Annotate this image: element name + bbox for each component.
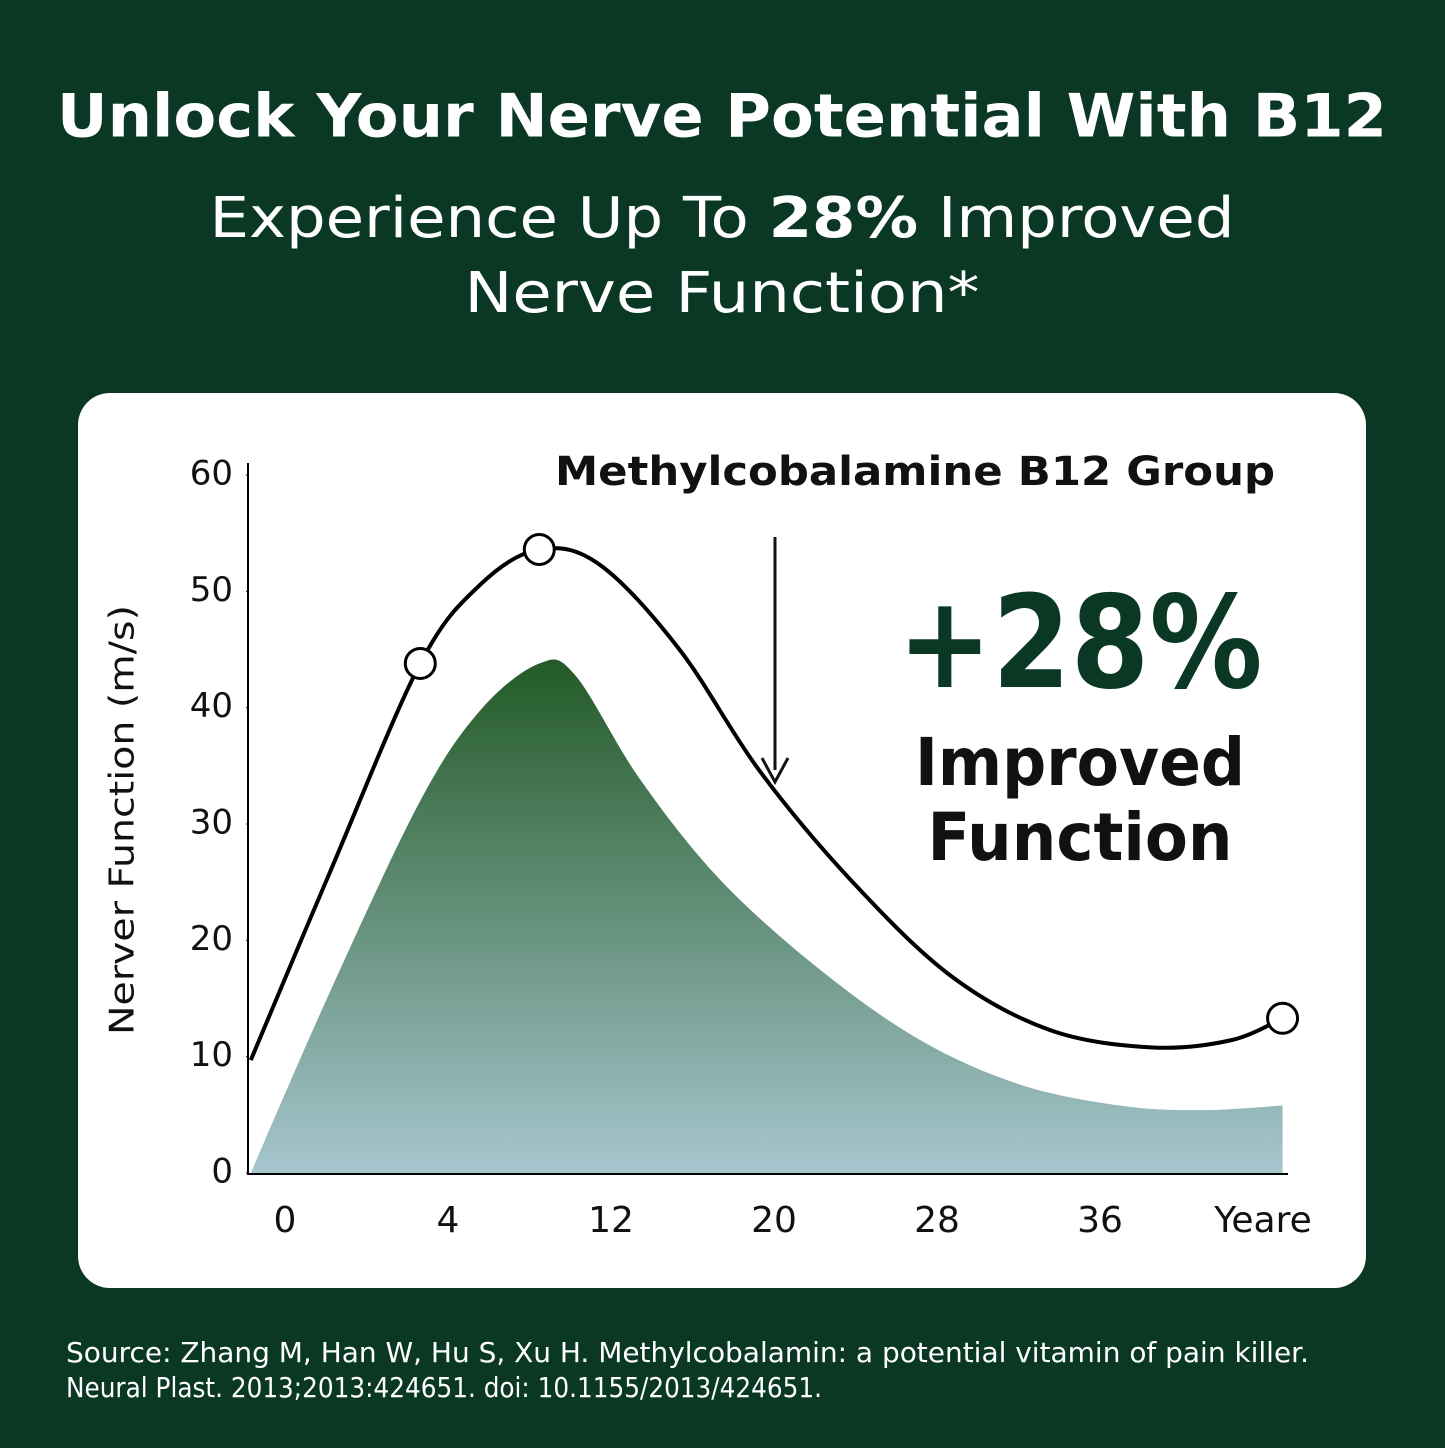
y-tick-label: 40 <box>190 686 233 726</box>
x-tick-label: 0 <box>274 1200 297 1241</box>
line <box>248 546 1284 1061</box>
big-annotation: +28% <box>898 569 1263 718</box>
source-line: Neural Plast. 2013;2013:424651. doi: 10.… <box>66 1371 822 1404</box>
plot <box>248 546 1284 1173</box>
area <box>250 659 1283 1173</box>
x-tick-label: 28 <box>914 1200 960 1241</box>
y-tick-label: 50 <box>190 570 233 610</box>
x-tick-label: 12 <box>588 1200 634 1241</box>
source-line: Source: Zhang M, Han W, Hu S, Xu H. Meth… <box>66 1336 1309 1369</box>
y-tick-label: 0 <box>211 1152 233 1192</box>
subtitle: Experience Up To 28% Improved <box>210 186 1235 251</box>
x-tick-label: 4 <box>437 1200 460 1241</box>
subtitle-highlight: 28% <box>769 186 919 251</box>
subtitle-line: Nerve Function* <box>465 261 980 326</box>
annotation-line: Function <box>928 799 1233 876</box>
point-marker <box>522 532 556 566</box>
y-tick-label: 10 <box>190 1035 233 1075</box>
subtitle-part: Improved <box>918 186 1234 251</box>
subtitle-part: Experience Up To <box>210 186 769 251</box>
point-marker <box>403 646 437 680</box>
point-marker <box>1266 1001 1300 1035</box>
y-tick-label: 30 <box>190 803 233 843</box>
annotation-line: Improved <box>915 724 1245 801</box>
y-axis-label: Nerver Function (m/s) <box>103 605 143 1035</box>
x-tick-label: 20 <box>751 1200 797 1241</box>
title: Unlock Your Nerve Potential With B12 <box>57 82 1387 152</box>
arrow-head <box>760 757 790 786</box>
y-tick-label: 60 <box>190 454 233 494</box>
series-annotation: Methylcobalamine B12 Group <box>555 449 1275 495</box>
y-tick-label: 20 <box>190 919 233 959</box>
x-tick-label: Yeare <box>1213 1200 1312 1241</box>
x-tick-label: 36 <box>1077 1200 1123 1241</box>
